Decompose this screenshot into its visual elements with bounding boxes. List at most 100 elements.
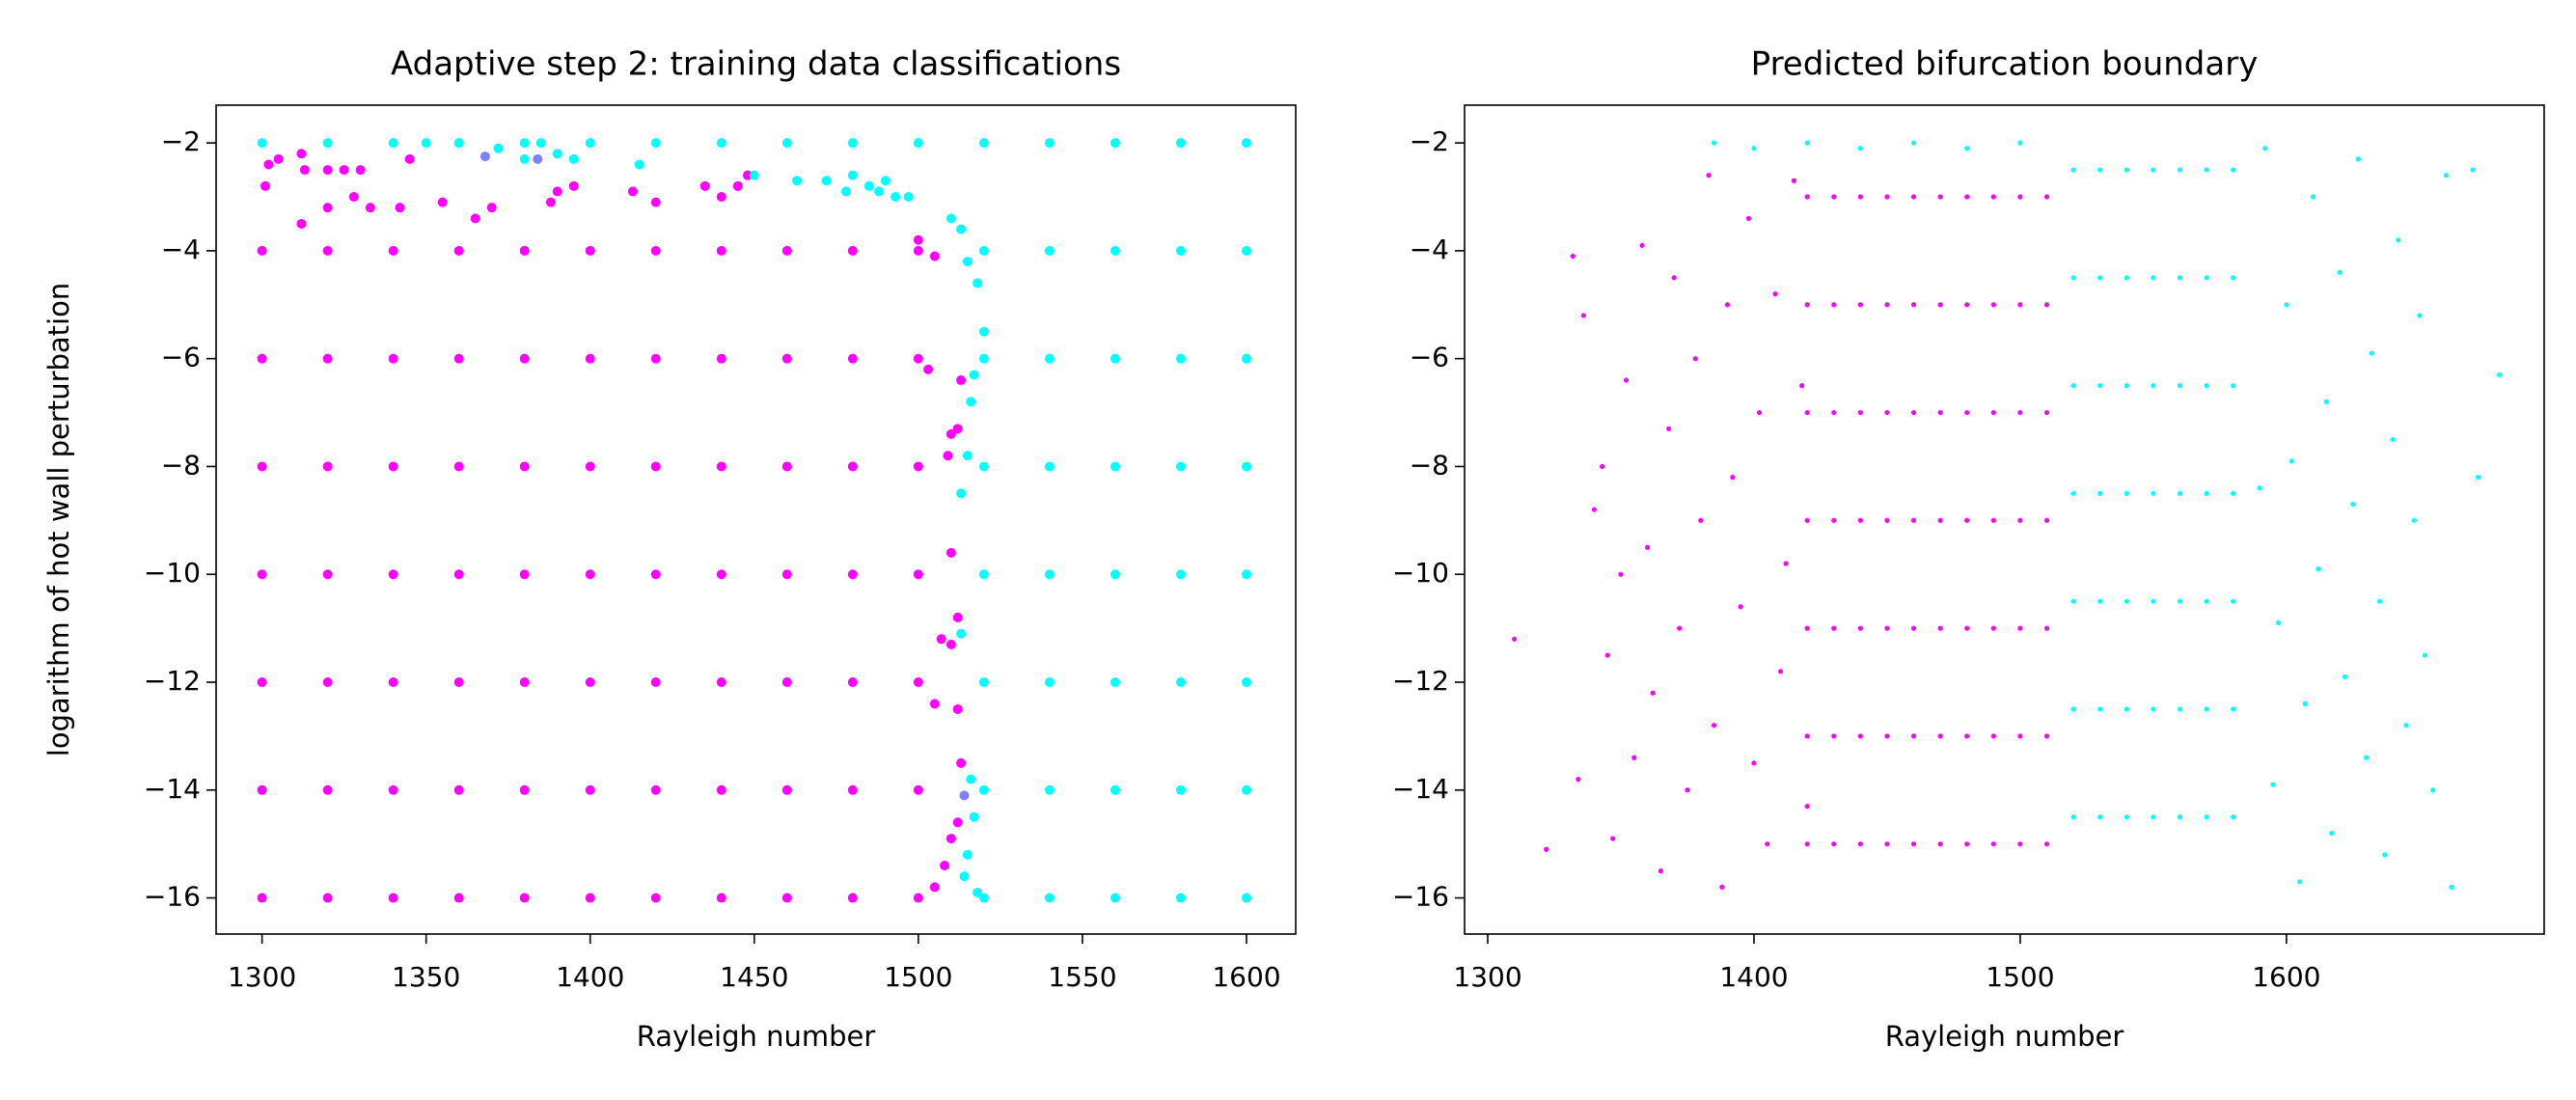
point — [945, 213, 956, 224]
point — [388, 245, 398, 256]
point — [913, 893, 923, 903]
point — [355, 165, 366, 176]
point — [2204, 275, 2209, 281]
point — [453, 893, 464, 903]
point — [1692, 356, 1698, 362]
point — [847, 893, 858, 903]
y-tick-label: −14 — [144, 773, 201, 805]
point — [959, 790, 970, 801]
axes-frame — [215, 104, 1297, 935]
point — [966, 774, 976, 784]
point — [1751, 760, 1757, 766]
point — [1772, 291, 1778, 297]
point — [535, 138, 546, 149]
point — [2337, 269, 2343, 275]
point — [781, 677, 792, 688]
point — [1804, 625, 1810, 631]
point — [519, 784, 530, 795]
point — [1937, 841, 1943, 847]
point — [781, 893, 792, 903]
point — [2070, 706, 2076, 712]
point — [913, 234, 923, 245]
point — [2302, 701, 2308, 706]
point — [716, 138, 726, 149]
point — [847, 569, 858, 580]
point — [1241, 569, 1251, 580]
point — [388, 784, 398, 795]
point — [1804, 803, 1810, 810]
point — [2097, 167, 2103, 173]
point — [2497, 371, 2503, 378]
point — [2043, 625, 2050, 631]
point — [650, 353, 661, 364]
point — [2070, 167, 2076, 173]
point — [388, 353, 398, 364]
point — [650, 893, 661, 903]
point — [913, 784, 923, 795]
point — [322, 203, 333, 213]
point — [453, 245, 464, 256]
point — [781, 138, 792, 149]
point — [388, 677, 398, 688]
y-tick-label: −8 — [161, 449, 201, 481]
point — [2417, 313, 2423, 318]
point — [1610, 836, 1616, 841]
point — [956, 628, 967, 639]
point — [1241, 461, 1251, 472]
point — [257, 138, 267, 149]
point — [2097, 598, 2103, 604]
point — [519, 677, 530, 688]
point — [969, 370, 979, 380]
point — [2403, 723, 2409, 729]
point — [1544, 846, 1549, 852]
point — [322, 461, 333, 472]
point — [2151, 490, 2156, 496]
x-tick-label: 1600 — [1212, 961, 1280, 993]
point — [1990, 194, 1996, 200]
point — [257, 893, 267, 903]
point — [1937, 302, 1943, 308]
point — [1804, 140, 1810, 146]
point — [2231, 814, 2236, 820]
point — [1857, 517, 1863, 523]
point — [821, 176, 832, 186]
point — [1241, 138, 1251, 149]
point — [365, 203, 375, 213]
point — [1044, 893, 1055, 903]
point — [1175, 138, 1186, 149]
point — [1175, 784, 1186, 795]
y-axis-label: logarithm of hot wall perturbation — [42, 283, 75, 756]
point — [2449, 884, 2454, 890]
point — [2097, 275, 2103, 281]
point — [1857, 302, 1863, 308]
point — [1241, 353, 1251, 364]
x-tick-label: 1400 — [1719, 961, 1788, 993]
point — [978, 461, 989, 472]
point — [533, 153, 543, 164]
point — [923, 364, 934, 374]
point — [1831, 194, 1837, 200]
point — [2043, 409, 2050, 416]
point — [2204, 814, 2209, 820]
point — [847, 170, 858, 180]
point — [453, 677, 464, 688]
point — [1618, 571, 1624, 577]
point — [1765, 841, 1770, 847]
point — [973, 278, 983, 289]
point — [880, 176, 891, 186]
point — [945, 639, 956, 649]
point — [1110, 138, 1120, 149]
point — [2411, 517, 2417, 523]
point — [322, 245, 333, 256]
point — [1671, 275, 1677, 281]
point — [2097, 706, 2103, 712]
point — [585, 245, 595, 256]
point — [388, 893, 398, 903]
point — [1964, 194, 1970, 200]
point — [913, 569, 923, 580]
point — [716, 192, 726, 203]
point — [913, 461, 923, 472]
point — [493, 143, 504, 153]
point — [552, 186, 562, 197]
